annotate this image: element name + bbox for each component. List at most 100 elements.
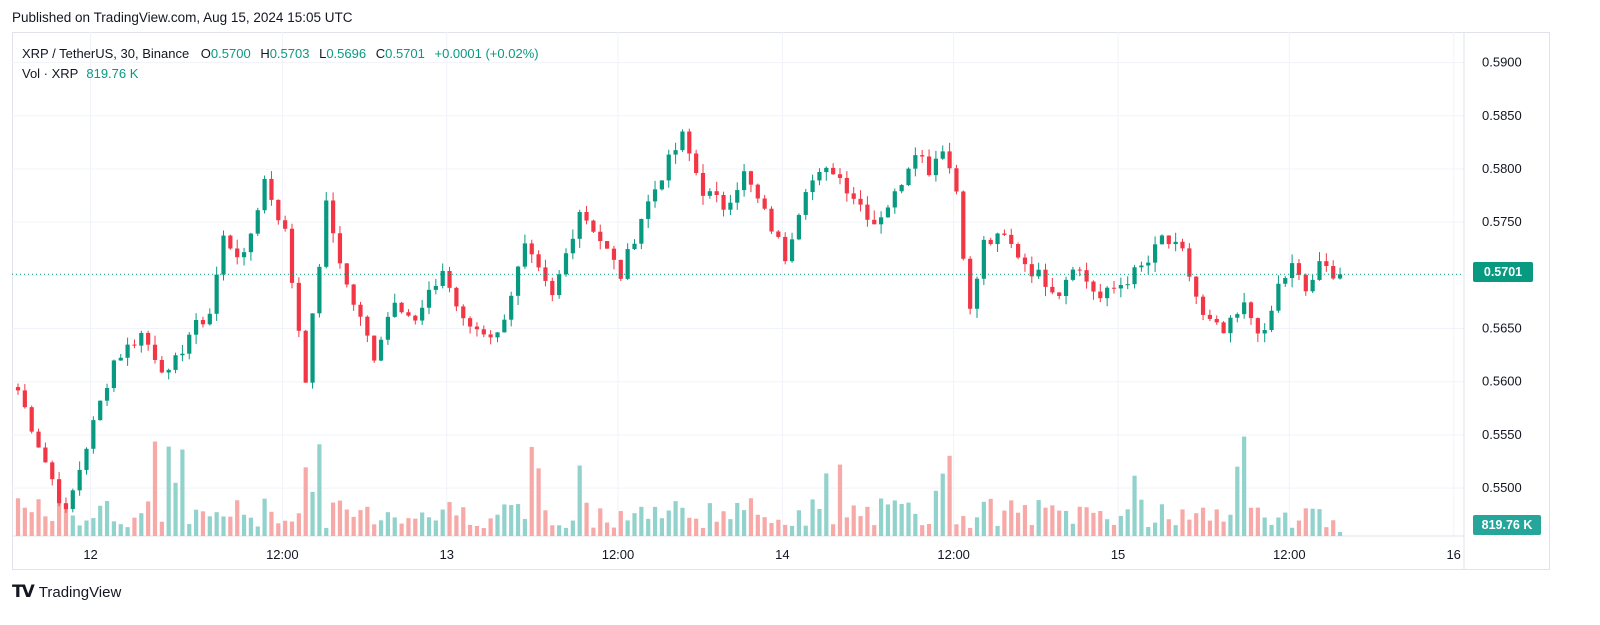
volume-bar [440,509,445,536]
open-label: O [200,46,211,61]
low-value: 0.5696 [326,46,367,61]
candle-body [851,193,856,199]
volume-bar [1132,475,1137,536]
volume-bar [1187,519,1192,536]
candle-body [1187,248,1192,277]
volume-bar [488,518,493,536]
volume-bar [262,498,267,536]
change-value: +0.0001 (+0.02%) [434,46,539,61]
volume-value: 819.76 K [86,66,139,81]
candle-body [810,180,815,193]
volume-bar [214,512,219,536]
candle-body [844,177,849,194]
volume-bar [769,523,774,536]
volume-bar [926,523,932,536]
volume-bar [324,527,329,536]
candle-body [440,270,445,286]
volume-bar [1139,499,1144,536]
tradingview-logo[interactable]: TV TradingView [12,582,121,602]
candle-body [139,332,144,346]
volume-bar [1290,527,1295,536]
candle-body [961,191,966,259]
candle-body [337,233,343,264]
volume-bar [426,517,432,536]
candle-body [104,388,110,401]
candle-body [276,199,281,221]
y-tick-label: 0.5800 [1482,161,1522,176]
volume-bar [125,527,130,536]
volume-bar [591,527,596,536]
candle-body [132,344,137,346]
candle-body [1214,318,1219,323]
candle-body [118,357,123,361]
candle-body [1139,265,1144,268]
volume-bar [296,513,301,536]
candle-body [1105,287,1110,299]
candle-body [488,334,493,338]
volume-bar [577,465,582,536]
x-tick-label: 12:00 [602,547,635,562]
candle-body [988,239,993,245]
candle-body [502,319,507,333]
volume-bar [447,502,452,536]
volume-bar [474,525,480,536]
candle-body [426,289,432,308]
price-chart[interactable]: 0.5500 0.5550 0.5600 0.5650 0.5700 0.5750 0.58… [12,32,1550,570]
candle-body [1022,257,1028,265]
candle-body [1248,302,1254,319]
candle-body [639,218,644,244]
candle-body [796,214,801,240]
candle-body [926,156,932,176]
candle-body [22,390,27,408]
volume-bar [255,526,260,536]
volume-bar [399,523,404,536]
volume-bar [1111,525,1117,536]
volume-bar [707,503,712,536]
high-value: 0.5703 [269,46,310,61]
open-value: 0.5700 [210,46,251,61]
volume-bar [385,512,390,536]
candle-body [1098,291,1103,299]
candle-body [570,238,575,254]
candle-body [742,171,747,191]
volume-bar [1255,507,1260,536]
volume-bar [1262,517,1267,536]
volume-bar [1029,525,1034,536]
candle-body [159,359,164,373]
volume-bar [1337,532,1343,536]
volume-bar [961,516,966,536]
volume-bar [981,501,986,536]
volume-bar [618,511,623,536]
volume-bar [166,446,171,536]
volume-bar [84,520,89,536]
candle-body [789,239,795,262]
candle-body [420,307,425,321]
volume-bar [509,505,514,536]
candle-body [1283,278,1288,284]
candle-body [50,462,55,480]
candle-body [1296,263,1302,275]
volume-bar [200,511,206,536]
candle-body [892,191,897,208]
chart-frame [12,32,1550,570]
volume-bar [714,521,719,536]
y-tick-label: 0.5850 [1482,108,1522,123]
volume-bar [36,499,41,536]
volume-bar [1084,507,1089,536]
volume-bar [1153,522,1158,536]
volume-bar [1063,510,1069,536]
candle-body [899,185,904,192]
volume-bar [1125,509,1130,536]
candle-body [454,287,459,307]
volume-bar [632,513,637,536]
volume-bar [1016,512,1021,536]
volume-bar [803,525,808,536]
volume-bar [454,515,459,536]
candle-body [515,266,521,296]
volume-bar [817,509,822,536]
volume-bar [57,500,62,536]
candle-body [563,253,569,275]
volume-bar [406,518,411,536]
volume-bar [1166,519,1171,536]
volume-bar [872,525,877,536]
